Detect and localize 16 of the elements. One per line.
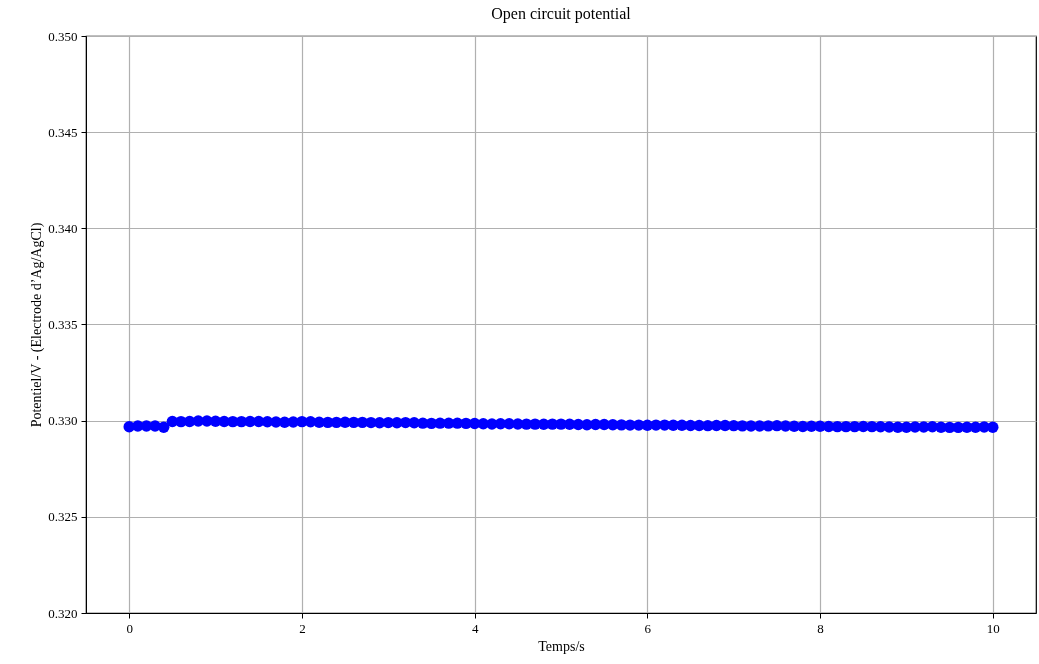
x-tick-label: 0 [126,620,133,636]
chart-title: Open circuit potential [491,5,632,23]
y-axis-title: Potentiel/V - (Electrode d’Ag/AgCl) [29,222,46,428]
x-tick-label: 2 [299,620,306,636]
x-axis-title: Temps/s [538,638,585,654]
x-tick-label: 6 [644,620,652,636]
y-tick-label: 0.340 [48,220,78,236]
y-tick-label: 0.345 [48,124,78,140]
y-tick-label: 0.350 [48,28,78,44]
x-tick-label: 10 [986,620,1000,636]
y-tick-label: 0.335 [48,317,78,332]
y-tick-label: 0.325 [48,509,78,525]
x-tick-label: 4 [471,620,479,636]
y-tick-label: 0.320 [48,605,78,621]
x-tick-label: 8 [817,620,824,636]
y-tick-label: 0.330 [48,413,78,429]
